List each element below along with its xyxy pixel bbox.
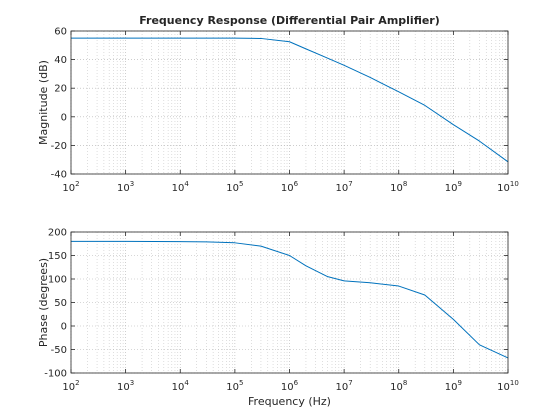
x-tick-label: 109 [445,180,462,194]
phase-plot: 102 103 104 105 106 107 108 109 1010 -100 -50 0 50 10… [37,228,519,409]
x-tick-label: 103 [117,379,134,393]
y-tick-label: 20 [54,84,67,95]
y-tick-label: -20 [51,141,67,152]
y-tick-label: 0 [61,112,67,123]
x-tick-label: 106 [281,379,299,393]
x-tick-label: 106 [281,180,299,194]
x-tick-label: 1010 [497,180,519,194]
y-tick-label: -100 [44,369,67,380]
x-tick-label: 105 [226,379,243,393]
x-tick-label: 107 [336,379,353,393]
y-tick-label: 60 [54,27,67,38]
phase-series-line [71,240,509,359]
x-tick-label: 107 [336,180,353,194]
y-tick-label: 50 [54,298,67,309]
x-tick-label: 102 [62,379,79,393]
y-tick-label: 150 [48,251,67,262]
phase-y-axis-label: Phase (degrees) [37,258,50,347]
x-tick-label: 108 [390,180,407,194]
magnitude-plot: 102 103 104 105 106 107 108 109 1010 -40 -20 0 20 40 6… [37,14,519,194]
x-tick-label: 104 [172,180,190,194]
x-tick-label: 104 [172,379,190,393]
x-tick-label: 102 [62,180,79,194]
x-tick-label: 1010 [497,379,519,393]
magnitude-title: Frequency Response (Differential Pair Am… [139,14,440,27]
x-tick-label: 109 [445,379,462,393]
magnitude-y-axis-label: Magnitude (dB) [37,60,50,145]
y-tick-label: 100 [48,275,67,286]
magnitude-axes-background [71,31,508,174]
y-tick-label: 40 [54,55,67,66]
phase-x-axis-label: Frequency (Hz) [248,395,331,408]
y-tick-label: 200 [48,228,67,239]
x-tick-label: 108 [390,379,407,393]
y-tick-label: -50 [51,345,67,356]
y-tick-label: -40 [51,170,67,181]
magnitude-series-line [71,37,509,163]
x-tick-label: 105 [226,180,243,194]
y-tick-label: 0 [61,322,67,333]
x-tick-label: 103 [117,180,134,194]
